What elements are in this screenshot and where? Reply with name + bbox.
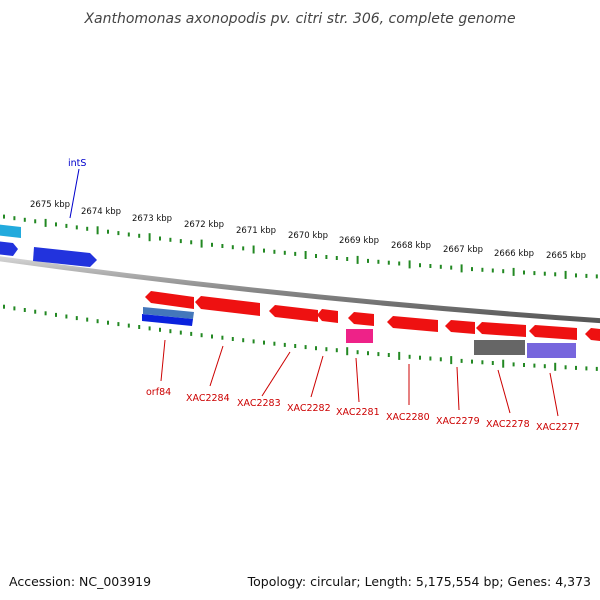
reverse-gene-xac2283[interactable]	[269, 305, 318, 322]
forward-gene[interactable]	[0, 241, 18, 256]
reverse-gene-labels: orf84 XAC2284 XAC2283 XAC2282 XAC2281 XA…	[146, 387, 580, 433]
reverse-gene-xac2281[interactable]	[348, 312, 374, 326]
feature-box-orf84-cds[interactable]	[142, 314, 193, 326]
gene-label-xac2283[interactable]: XAC2283	[237, 398, 281, 409]
top-scale-ticks	[3, 214, 598, 279]
feature-box-xac2278[interactable]	[474, 340, 525, 355]
feature-boxes	[142, 307, 576, 358]
gene-label-ints[interactable]: intS	[68, 158, 86, 169]
kbp-label: 2665 kbp	[546, 251, 586, 261]
reverse-gene-orf84[interactable]	[145, 291, 194, 309]
map-title: Xanthomonas axonopodis pv. citri str. 30…	[83, 11, 515, 27]
forward-gene-ints[interactable]	[33, 247, 97, 267]
gene-label-xac2281[interactable]: XAC2281	[336, 407, 380, 418]
gene-label-xac2282[interactable]: XAC2282	[287, 403, 331, 414]
reverse-gene-xac2278[interactable]	[476, 322, 526, 337]
forward-gene-cyan[interactable]	[0, 224, 21, 238]
kbp-label: 2671 kbp	[236, 226, 276, 236]
kbp-label: 2674 kbp	[81, 207, 121, 217]
reverse-gene-xac2282[interactable]	[317, 309, 338, 323]
feature-box-orf84[interactable]	[143, 307, 194, 319]
ints-leader-line	[69, 168, 80, 219]
feature-box-xac2277[interactable]	[527, 343, 576, 358]
accession-text: Accession: NC_003919	[9, 574, 151, 589]
gene-label-xac2279[interactable]: XAC2279	[436, 416, 480, 427]
genome-backbone	[0, 256, 600, 324]
kbp-label: 2670 kbp	[288, 231, 328, 241]
kbp-label: 2666 kbp	[494, 249, 534, 259]
kbp-label: 2675 kbp	[30, 200, 70, 210]
gene-label-xac2284[interactable]: XAC2284	[186, 393, 230, 404]
kbp-label: 2669 kbp	[339, 236, 379, 246]
reverse-gene-xac2284[interactable]	[195, 296, 260, 316]
reverse-leader-lines	[160, 339, 559, 417]
reverse-genes	[145, 291, 600, 341]
kbp-label: 2668 kbp	[391, 241, 431, 251]
gene-label-xac2280[interactable]: XAC2280	[386, 412, 430, 423]
kbp-label: 2667 kbp	[443, 245, 483, 255]
kbp-label: 2672 kbp	[184, 220, 224, 230]
feature-box-xac2281[interactable]	[346, 329, 373, 343]
kbp-label: 2673 kbp	[132, 214, 172, 224]
kbp-labels: 2675 kbp 2674 kbp 2673 kbp 2672 kbp 2671…	[30, 200, 586, 261]
gene-label-xac2277[interactable]: XAC2277	[536, 422, 580, 433]
bottom-scale-ticks	[3, 304, 598, 371]
reverse-gene-xac2277[interactable]	[529, 325, 577, 340]
reverse-gene-xac2279[interactable]	[445, 320, 475, 334]
forward-genes	[0, 224, 97, 267]
reverse-gene-partial[interactable]	[585, 328, 600, 341]
reverse-gene-xac2280[interactable]	[387, 316, 438, 332]
genome-summary-text: Topology: circular; Length: 5,175,554 bp…	[247, 574, 591, 589]
gene-label-xac2278[interactable]: XAC2278	[486, 419, 530, 430]
gene-label-orf84[interactable]: orf84	[146, 387, 171, 398]
